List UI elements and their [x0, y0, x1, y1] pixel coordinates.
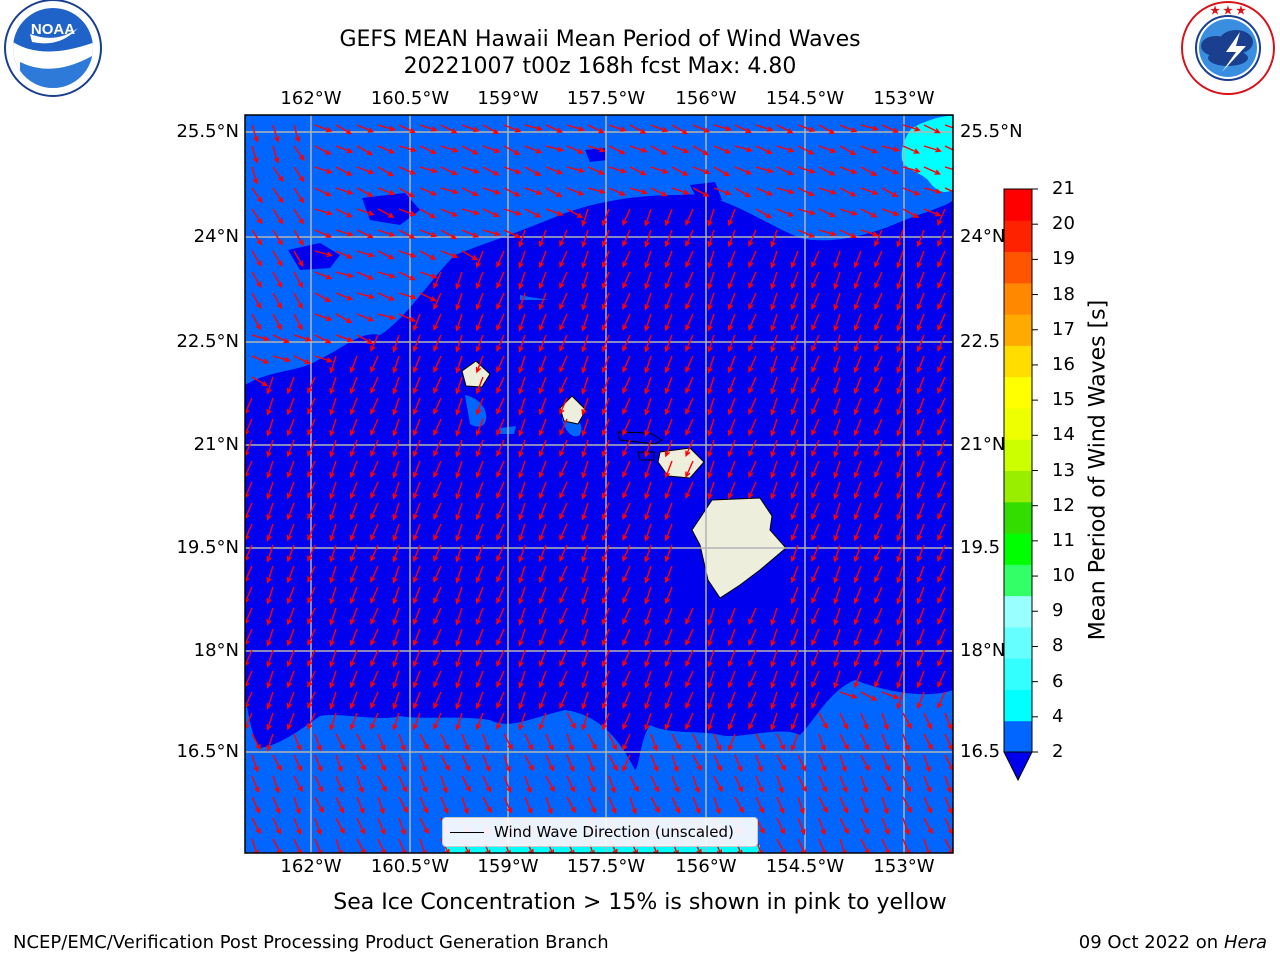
lat-label-left: 24°N: [193, 226, 239, 247]
colorbar-tick-label: 2: [1052, 741, 1064, 762]
lon-label-top: 156°W: [675, 88, 737, 109]
colorbar-segment: [1004, 189, 1032, 221]
lon-label-bottom: 162°W: [280, 856, 342, 877]
lat-label-right: 18°N: [960, 640, 1006, 661]
lon-label-top: 159°W: [477, 88, 539, 109]
colorbar-segment: [1004, 439, 1032, 471]
lanai-outline: [637, 451, 655, 461]
colorbar-segment: [1004, 595, 1032, 628]
colorbar-tick-label: 19: [1052, 248, 1075, 270]
colorbar-segment: [1004, 407, 1032, 440]
lon-label-bottom: 156°W: [675, 856, 737, 877]
colorbar-tick-label: 13: [1052, 459, 1075, 481]
colorbar-tick-label: 11: [1052, 529, 1075, 551]
lon-label-top: 153°W: [873, 88, 935, 109]
colorbar-tick-label: 17: [1052, 318, 1075, 340]
colorbar-segment: [1004, 720, 1032, 753]
colorbar-under-extension: [1003, 751, 1033, 782]
lon-label-top: 157.5°W: [566, 88, 646, 109]
footer-host: Hera: [1223, 932, 1267, 953]
colorbar: [1003, 188, 1038, 782]
map-area: [245, 115, 953, 853]
colorbar-segment: [1004, 533, 1032, 565]
colorbar-tick-label: 15: [1052, 389, 1075, 411]
legend-label: Wind Wave Direction (unscaled): [494, 823, 734, 841]
lat-label-right: 16.5: [960, 741, 1001, 762]
lat-label-left: 22.5°N: [176, 331, 239, 352]
colorbar-segment: [1004, 345, 1032, 378]
nws-logo: ★ ★ ★: [1181, 1, 1275, 95]
legend-line-swatch: [450, 831, 484, 833]
lat-label-left: 19.5°N: [176, 537, 239, 558]
colorbar-tick-label: 9: [1052, 600, 1064, 622]
lat-label-right: 21°N: [960, 434, 1006, 455]
colorbar-segment: [1004, 689, 1032, 722]
colorbar-tick-label: 21: [1052, 178, 1075, 199]
colorbar-tick-label: 18: [1052, 283, 1075, 305]
svg-text:★ ★ ★: ★ ★ ★: [1210, 5, 1246, 17]
colorbar-segment: [1004, 376, 1032, 409]
footer-credit: NCEP/EMC/Verification Post Processing Pr…: [13, 932, 609, 953]
map-frame: [244, 114, 954, 854]
lat-label-right: 22.5: [960, 331, 1001, 352]
colorbar-segment: [1004, 282, 1032, 315]
period-4-6-patch: [901, 115, 953, 192]
lat-label-left: 25.5°N: [176, 121, 239, 142]
lat-label-right: 25.5°N: [960, 121, 1023, 142]
lon-label-bottom: 154.5°W: [765, 856, 845, 877]
sea-ice-note: Sea Ice Concentration > 15% is shown in …: [333, 890, 947, 915]
noaa-logo-text: NOAA: [31, 21, 75, 38]
lon-label-top: 154.5°W: [765, 88, 845, 109]
chart-subtitle: 20221007 t00z 168h fcst Max: 4.80: [403, 54, 797, 79]
lon-label-bottom: 160.5°W: [370, 856, 450, 877]
colorbar-tick-label: 14: [1052, 424, 1075, 446]
oahu-island: [559, 395, 587, 425]
colorbar-segment: [1004, 564, 1032, 597]
lat-label-left: 21°N: [193, 434, 239, 455]
colorbar-tick-label: 16: [1052, 353, 1075, 375]
lat-label-left: 18°N: [193, 640, 239, 661]
colorbar-tick-label: 8: [1052, 635, 1064, 657]
chart-title: GEFS MEAN Hawaii Mean Period of Wind Wav…: [339, 27, 861, 52]
lon-label-top: 160.5°W: [370, 88, 450, 109]
colorbar-segment: [1004, 501, 1032, 534]
colorbar-segment: [1004, 251, 1032, 284]
colorbar-tick-label: 12: [1052, 494, 1075, 516]
colorbar-segment: [1004, 658, 1032, 690]
lon-label-bottom: 159°W: [477, 856, 539, 877]
colorbar-segment: [1004, 220, 1032, 253]
colorbar-tick-label: 20: [1052, 213, 1075, 235]
colorbar-tick-label: 10: [1052, 565, 1075, 587]
molokai-outline: [617, 431, 663, 445]
wind-wave-direction-arrows: [245, 124, 953, 853]
colorbar-label: Mean Period of Wind Waves [s]: [1085, 299, 1111, 641]
footer-date-text: 09 Oct 2022 on: [1078, 932, 1224, 953]
kauai-island: [461, 360, 491, 388]
lat-label-left: 16.5°N: [176, 741, 239, 762]
colorbar-tick-label: 6: [1052, 670, 1064, 692]
lat-label-right: 19.5: [960, 537, 1001, 558]
footer-date: 09 Oct 2022 on Hera: [1079, 932, 1267, 953]
lon-label-top: 162°W: [280, 88, 342, 109]
lon-label-bottom: 157.5°W: [566, 856, 646, 877]
lon-label-bottom: 153°W: [873, 856, 935, 877]
colorbar-tick-label: 4: [1052, 705, 1064, 727]
lat-label-right: 24°N: [960, 226, 1006, 247]
map-legend: Wind Wave Direction (unscaled): [442, 817, 758, 847]
colorbar-segment: [1004, 470, 1032, 503]
colorbar-segment: [1004, 626, 1032, 659]
colorbar-segment: [1004, 314, 1032, 346]
noaa-logo: NOAA: [4, 0, 102, 97]
